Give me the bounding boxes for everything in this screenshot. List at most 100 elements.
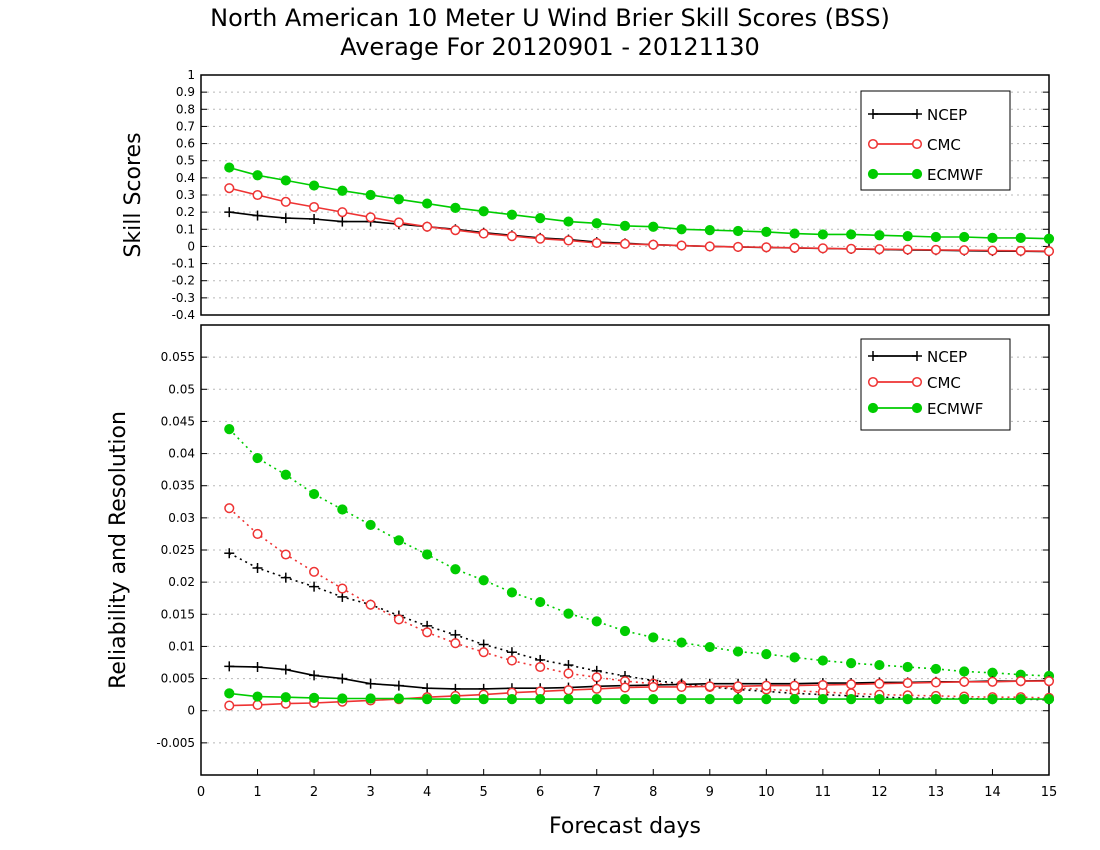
- top-panel-point-cmc: [1043, 246, 1055, 257]
- bottom-panel-point-ecmwf: [619, 625, 631, 637]
- bottom-panel-line-ncep: [228, 552, 1050, 701]
- bottom-panel-ytick-label: 0.045: [161, 414, 195, 428]
- bottom-panel-point-cmc: [930, 677, 941, 688]
- bottom-panel-point-cmc: [506, 655, 517, 666]
- bottom-panel-xtick-label: 3: [366, 785, 374, 800]
- bottom-panel-point-ecmwf: [535, 596, 546, 608]
- bottom-panel-point-cmc: [224, 503, 235, 514]
- bottom-panel-xtick-label: 7: [593, 785, 601, 800]
- bottom-panel-point-ecmwf: [280, 469, 291, 480]
- bottom-panel-line-ecmwf: [229, 692, 1049, 700]
- top-panel-point-cmc: [930, 244, 941, 255]
- bottom-panel-ytick-label: 0: [187, 704, 195, 718]
- bottom-panel-point-cmc: [704, 681, 715, 692]
- bottom-panel-ytick-label: 0.055: [161, 350, 195, 364]
- top-panel-point-ecmwf: [337, 185, 348, 196]
- bottom-panel-xtick-label: 15: [1041, 785, 1058, 800]
- bottom-panel-point-ecmwf: [393, 693, 404, 704]
- bottom-panel-point-cmc: [817, 679, 828, 691]
- top-panel-ytick-label: 0.4: [176, 171, 195, 185]
- top-panel-point-ecmwf: [789, 228, 800, 239]
- top-panel-point-cmc: [733, 241, 744, 252]
- top-panel-point-cmc: [959, 245, 970, 256]
- bottom-panel-point-ecmwf: [676, 694, 687, 705]
- bottom-panel-point-ecmwf: [676, 637, 687, 648]
- top-panel-point-ecmwf: [619, 220, 631, 231]
- bottom-panel-point-ecmwf: [308, 692, 320, 703]
- bottom-panel-point-cmc: [648, 681, 659, 692]
- top-panel-point-ecmwf: [422, 198, 433, 209]
- bottom-panel-point-cmc: [902, 678, 913, 689]
- top-panel-point-ecmwf: [959, 231, 970, 243]
- bottom-panel-xtick-label: 9: [706, 785, 714, 800]
- bottom-panel-point-cmc: [846, 679, 857, 690]
- bottom-panel-line-ecmwf: [228, 428, 1050, 677]
- top-panel-legend-marker: [867, 168, 879, 180]
- bottom-panel-point-ecmwf: [1015, 694, 1026, 705]
- bottom-panel-point-cmc: [252, 528, 263, 539]
- bottom-panel-ytick-label: 0.03: [168, 511, 195, 525]
- bottom-panel-point-cmc: [224, 700, 235, 711]
- bottom-panel-xtick-label: 14: [984, 785, 1001, 800]
- top-panel-point-ecmwf: [846, 229, 857, 240]
- top-panel-legend: NCEP CMC ECMWF: [860, 90, 1011, 191]
- bottom-panel-point-ecmwf: [930, 694, 942, 705]
- bottom-panel-point-ecmwf: [930, 663, 942, 675]
- top-panel-point-ecmwf: [761, 226, 772, 237]
- bottom-panel-ytick-label: 0.035: [161, 479, 195, 493]
- top-panel-point-ecmwf: [506, 209, 518, 220]
- bottom-panel-point-cmc: [959, 676, 970, 687]
- bottom-panel-point-ecmwf: [563, 608, 574, 619]
- bottom-panel-point-ecmwf: [478, 694, 489, 705]
- top-panel-ytick-label: 0.8: [176, 102, 195, 116]
- top-panel-point-cmc: [535, 233, 546, 244]
- bottom-panel-series-cmc: [224, 676, 1055, 711]
- bottom-panel-line-cmc: [228, 507, 1050, 699]
- bottom-panel-point-ecmwf: [478, 575, 489, 586]
- bottom-panel-frame: [200, 324, 1050, 776]
- top-panel: -0.4 -0.3 -0.2 -0.1 0 0.1 0.2 0.3 0.4 0.5 0.6 0.7 0.…: [121, 68, 1055, 322]
- top-panel-point-ecmwf: [224, 162, 235, 173]
- top-panel-point-cmc: [676, 240, 687, 251]
- top-panel-point-cmc: [224, 183, 235, 194]
- bottom-panel-point-ecmwf: [732, 646, 744, 657]
- top-panel-point-ecmwf: [478, 206, 489, 217]
- bottom-panel-ytick-label: 0.025: [161, 543, 195, 557]
- bottom-panel-point-ecmwf: [817, 655, 828, 666]
- bottom-panel-legend-label: CMC: [927, 374, 961, 392]
- bottom-panel-point-ecmwf: [619, 694, 631, 705]
- bottom-panel-point-cmc: [422, 627, 433, 638]
- top-panel-point-ecmwf: [252, 170, 263, 181]
- bottom-panel-legend: NCEP CMC ECMWF: [860, 338, 1011, 431]
- top-panel-point-cmc: [591, 237, 602, 249]
- bottom-panel-xlabel: Forecast days: [549, 814, 701, 839]
- top-panel-point-ecmwf: [591, 218, 602, 229]
- bottom-panel-point-ecmwf: [987, 667, 998, 678]
- bottom-panel-series-cmc-dotted: [224, 503, 1055, 703]
- bottom-panel-point-cmc: [450, 638, 461, 649]
- bottom-panel-point-ecmwf: [224, 424, 235, 435]
- bottom-panel-line-ncep: [229, 665, 1050, 690]
- bottom-panel-point-cmc: [1015, 676, 1026, 687]
- bottom-panel-xtick-label: 6: [536, 785, 544, 800]
- bottom-panel-point-cmc: [874, 678, 885, 689]
- bottom-panel-xtick-label: 0: [197, 785, 205, 800]
- bottom-panel-legend-label: NCEP: [927, 348, 967, 366]
- top-panel-point-cmc: [987, 245, 998, 256]
- top-panel-ytick-label: 0.7: [176, 119, 195, 133]
- bottom-panel-ytick-label: 0.01: [168, 639, 195, 653]
- bottom-panel-xtick-label: 1: [253, 785, 261, 800]
- bottom-panel-point-cmc: [761, 680, 772, 691]
- top-panel-ytick-label: -0.2: [172, 274, 195, 288]
- bottom-panel-point-ecmwf: [224, 688, 235, 699]
- bottom-panel-legend-marker: [867, 376, 879, 388]
- top-panel-point-cmc: [1015, 245, 1026, 256]
- bottom-panel-point-cmc: [478, 647, 489, 658]
- top-panel-point-cmc: [846, 243, 857, 254]
- bottom-panel-point-ecmwf: [563, 694, 574, 705]
- top-panel-ytick-label: 0.1: [176, 222, 195, 236]
- bottom-panel-point-cmc: [563, 668, 574, 679]
- bottom-panel-point-ecmwf: [959, 666, 970, 677]
- top-panel-point-ecmwf: [817, 229, 828, 240]
